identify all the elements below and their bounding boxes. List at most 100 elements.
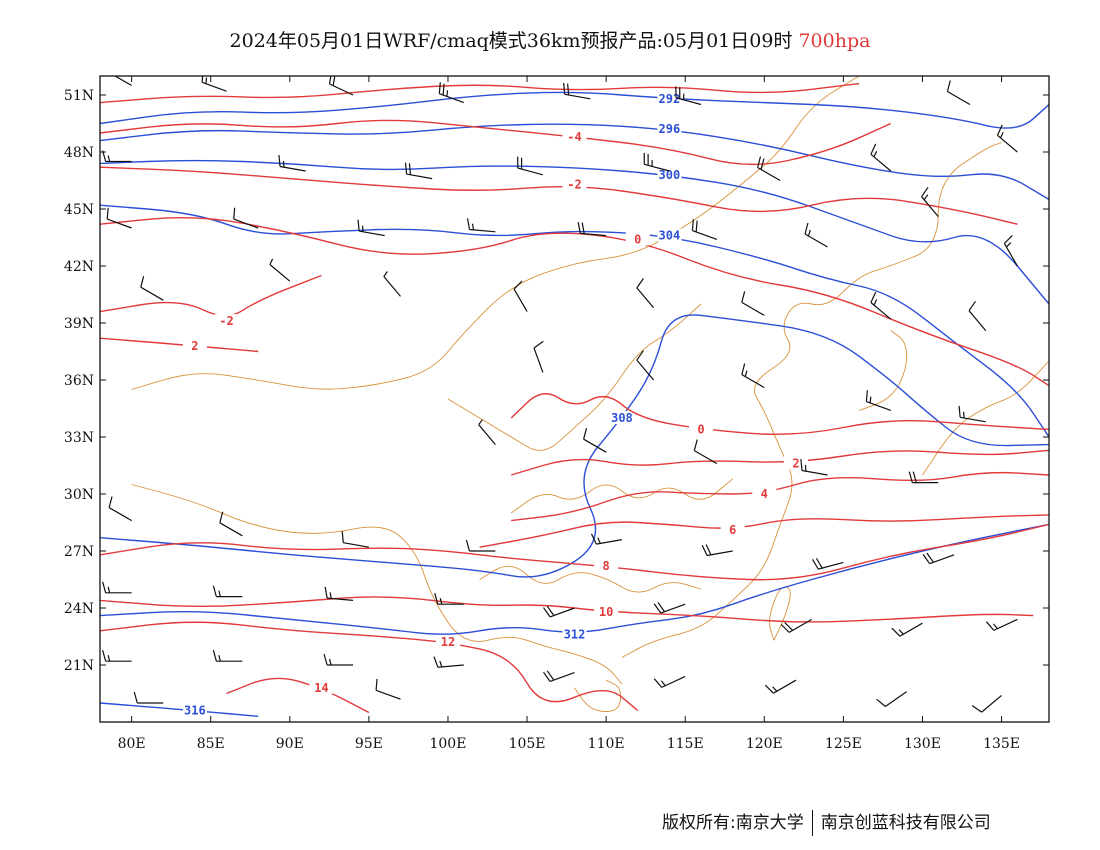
wind-barb (675, 86, 702, 106)
temperature-contour (100, 166, 1018, 225)
wind-barb (278, 155, 306, 172)
contour-label-bg (562, 627, 587, 641)
temperature-contour (100, 337, 259, 353)
contour-label: 14 (314, 681, 328, 695)
footer-separator (811, 810, 813, 836)
footer: 版权所有:南京大学 南京创蓝科技有限公司 (662, 808, 991, 836)
x-tick-label: 115E (667, 736, 704, 752)
contour-label: 292 (659, 92, 681, 106)
contour-label: 300 (659, 168, 681, 182)
contour-label: -2 (567, 177, 581, 191)
wind-barb (643, 152, 670, 172)
wind-barb (876, 691, 907, 708)
temperature-contour (100, 596, 1034, 623)
x-tick-label: 100E (429, 736, 466, 752)
boundary-line (447, 303, 702, 451)
contour-label-bg (752, 487, 777, 500)
wind-barb (946, 80, 971, 106)
temperature-contour (100, 274, 322, 317)
y-tick-label: 33N (64, 430, 94, 446)
wind-barbs (102, 76, 1018, 713)
x-tick-label: 95E (355, 736, 383, 752)
temperature-contour (100, 217, 1049, 387)
y-tick-label: 27N (64, 544, 94, 560)
contour-label: -4 (567, 130, 581, 144)
contour-label: 10 (599, 605, 613, 619)
title-main: 2024年05月01日WRF/cmaq模式36km预报产品:05月01日09时 (229, 30, 793, 52)
contour-label: 0 (697, 422, 704, 436)
wind-barb (517, 156, 544, 176)
temperature-contour (100, 621, 639, 712)
contour-label-bg (720, 523, 745, 537)
height-contour (100, 159, 1049, 305)
temperature-contour (510, 393, 1049, 435)
wind-barb (812, 557, 844, 570)
temperature-contour (510, 449, 1049, 476)
wind-barb (653, 675, 686, 688)
wind-barb (434, 593, 464, 605)
wind-barb (865, 390, 892, 411)
x-tick-label: 135E (983, 736, 1020, 752)
wind-barb (433, 656, 464, 668)
wind-barb (958, 405, 986, 423)
wind-barb (465, 539, 496, 552)
wind-barb (438, 82, 464, 104)
contour-label: 2 (792, 457, 799, 471)
boundary-line (922, 360, 1049, 476)
contour-label-bg (594, 559, 619, 573)
wind-barb (636, 278, 655, 309)
wind-barb (870, 143, 892, 172)
height-contour (100, 91, 1049, 129)
temperature-contour (100, 523, 1049, 581)
wind-barb (1003, 234, 1018, 267)
boundary-line (510, 478, 733, 514)
wind-barb (583, 428, 607, 453)
wind-barb (233, 207, 259, 229)
wind-barb (590, 533, 623, 545)
contour-label: 312 (564, 628, 586, 642)
y-tick-label: 21N (64, 658, 94, 674)
wind-barb (478, 419, 496, 445)
wind-barb (533, 340, 544, 373)
contour-label: 2 (191, 339, 198, 353)
wind-barb (383, 271, 401, 297)
temperature-contour (100, 119, 892, 166)
wind-barb (985, 618, 1018, 631)
wind-barb (921, 186, 939, 217)
height-contour (100, 702, 259, 717)
contour-label-bg (689, 422, 714, 436)
x-tick-label: 120E (746, 736, 783, 752)
boundary-line (621, 142, 1002, 658)
wind-barb (219, 511, 243, 537)
wind-barb (108, 496, 132, 522)
y-tick-label: 24N (64, 601, 94, 617)
wind-barb (466, 218, 496, 233)
wind-barb (133, 691, 164, 704)
contour-label: 0 (634, 232, 641, 246)
contour-label-bg (609, 411, 634, 424)
x-tick-label: 80E (118, 736, 146, 752)
wind-barb (113, 76, 132, 87)
height-contour (100, 314, 1049, 578)
wind-barb (513, 280, 528, 312)
plot-frame (99, 75, 1050, 723)
wind-barb (968, 300, 987, 331)
wind-barb (870, 291, 892, 320)
boundary-line (859, 330, 908, 411)
wind-barb (102, 581, 132, 594)
contour-label: 4 (761, 487, 768, 501)
wind-barb (800, 459, 828, 476)
temperature-contours: -4 -2 0 -2 2 0 2 4 6 8 10 12 14 (100, 82, 1049, 714)
contour-label: 308 (611, 411, 633, 425)
contour-label: 12 (441, 635, 455, 649)
wind-barb (341, 531, 369, 548)
wind-barb (764, 679, 797, 694)
x-tick-label: 110E (588, 736, 625, 752)
x-tick-label: 105E (509, 736, 546, 752)
boundary-line (131, 76, 860, 390)
temperature-contour (226, 677, 370, 714)
contour-label-bg (594, 604, 619, 618)
wind-barb (741, 291, 765, 316)
wind-barb (404, 162, 433, 180)
